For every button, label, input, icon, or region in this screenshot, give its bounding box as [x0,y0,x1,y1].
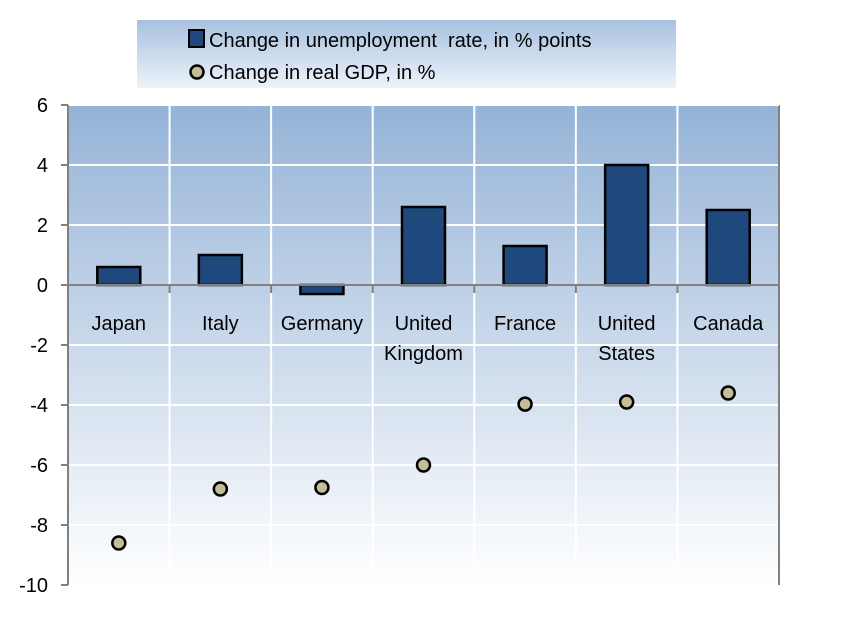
y-tick-label: -6 [30,455,48,477]
scatter-point [720,385,736,401]
bar [603,163,650,287]
y-tick-label: -2 [30,335,48,357]
category-label: France [494,313,556,335]
y-tick-label: 6 [37,95,48,117]
bar [705,208,751,287]
category-label: Japan [92,313,147,335]
x-axis-ticks [67,285,780,293]
y-tick-label: 0 [37,275,48,297]
bar [197,253,244,287]
y-tick-label: -4 [30,395,48,417]
category-label: Canada [693,313,764,335]
scatter-point [415,457,432,473]
legend-bar-swatch [188,29,205,48]
y-tick-label: -8 [30,515,48,537]
bar [502,244,548,287]
legend-box [137,20,676,88]
scatter-point [212,481,229,497]
category-label: United States [598,313,656,365]
scatter-series [111,385,736,551]
bar [400,205,447,287]
category-label: Italy [202,313,239,335]
category-label: United Kingdom [384,313,463,365]
legend-dot-label: Change in real GDP, in % [209,62,436,84]
scatter-point [517,396,533,412]
y-tick-label: 2 [37,215,48,237]
y-axis-ticks: 6 4 2 0 -2 -4 -6 -8 -10 [19,95,68,597]
bar [299,283,345,296]
scatter-point [111,535,127,551]
bar [96,265,142,287]
y-tick-label: 4 [37,155,48,177]
legend: Change in unemployment rate, in % points… [137,20,676,88]
scatter-point [618,394,635,410]
y-tick-label: -10 [19,575,48,597]
legend-dot-swatch [189,64,205,80]
category-labels: Japan Italy Germany United Kingdom France Unit… [92,313,765,365]
legend-bar-label: Change in unemployment rate, in % points [209,30,591,52]
scatter-point [314,479,330,496]
category-label: Germany [281,313,363,335]
